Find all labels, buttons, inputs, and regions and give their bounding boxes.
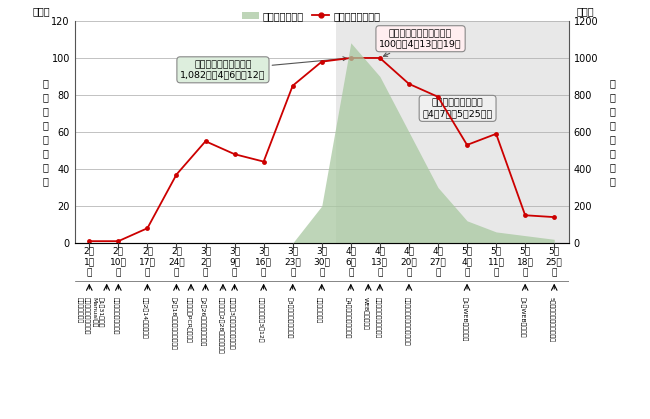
- Text: 雇員の健康管理: 雇員の健康管理: [316, 297, 322, 323]
- Text: （人）: （人）: [32, 7, 51, 16]
- Text: 3月
30日
～: 3月 30日 ～: [313, 246, 330, 277]
- Text: 5月
11日
～: 5月 11日 ～: [488, 246, 504, 277]
- Text: 看護師を他等へ研修開始: 看護師を他等へ研修開始: [374, 297, 380, 339]
- Text: 制限する3月３日の受診・就業: 制限する3月３日の受診・就業: [229, 297, 235, 350]
- Text: （人）: （人）: [576, 7, 594, 16]
- Text: マニュアル感染症対策の作成: マニュアル感染症対策の作成: [404, 297, 409, 346]
- Text: 3月
16日
～: 3月 16日 ～: [255, 246, 272, 277]
- Text: 合同説明会中止3月12日: 合同説明会中止3月12日: [258, 297, 264, 343]
- Text: 東京都感染者数が最多
1,082人、4月6日～12日: 東京都感染者数が最多 1,082人、4月6日～12日: [180, 57, 347, 80]
- Text: 4月
27日
～: 4月 27日 ～: [430, 246, 447, 277]
- Text: 第1回WEB採用試験: 第1回WEB採用試験: [519, 297, 525, 338]
- Text: インターン2月28日シップ中止: インターン2月28日シップ中止: [217, 297, 223, 354]
- Text: 5月
25日
～: 5月 25日 ～: [546, 246, 563, 277]
- Text: 4月
6日
～: 4月 6日 ～: [345, 246, 356, 277]
- Legend: 東京都発症者数, 発熱外来受診者数: 東京都発症者数, 発熱外来受診者数: [238, 7, 384, 25]
- Text: 院内感染のPCR検査開始: 院内感染のPCR検査開始: [185, 297, 191, 343]
- Text: 2月
24日
～: 2月 24日 ～: [168, 246, 185, 277]
- Text: 5月
18日
～: 5月 18日 ～: [517, 246, 534, 277]
- Text: 第2回18日東本部会議の開催: 第2回18日東本部会議の開催: [171, 297, 176, 350]
- Y-axis label: 発
熱
外
来
受
診
者
数: 発 熱 外 来 受 診 者 数: [43, 78, 49, 186]
- Text: 5月
4日
～: 5月 4日 ～: [462, 246, 473, 277]
- Text: 2月
10日
～: 2月 10日 ～: [110, 246, 127, 277]
- Text: 職員の国への渡航禁止: 職員の国への渡航禁止: [112, 297, 118, 335]
- Text: 第1回WEB就職説明会: 第1回WEB就職説明会: [462, 297, 467, 342]
- Text: 5月３０日発熱外来の中止: 5月３０日発熱外来の中止: [549, 297, 554, 342]
- Text: 第１回対応打ち合わせ
（同院の対応）: 第１回対応打ち合わせ （同院の対応）: [77, 297, 89, 335]
- Text: 第2回26日本部会議の開催: 第2回26日本部会議の開催: [200, 297, 205, 347]
- Text: 東京都緊急事態宣言
（4月7日～5月25日）: 東京都緊急事態宣言 （4月7日～5月25日）: [422, 99, 493, 118]
- Text: 暹1月31日対応
Manual作成: 暹1月31日対応 Manual作成: [92, 297, 104, 328]
- Text: 発熱外来受診者数が最多
100人、4月13日～19日: 発熱外来受診者数が最多 100人、4月13日～19日: [379, 29, 462, 56]
- Text: WEB講義の開始: WEB講義の開始: [363, 297, 369, 330]
- Text: 第4回東本部会議の開催: 第4回東本部会議の開催: [345, 297, 351, 339]
- Text: 2月
1日
～: 2月 1日 ～: [84, 246, 95, 277]
- Text: 2月
17日
～: 2月 17日 ～: [139, 246, 156, 277]
- Text: 第3回東本部会議の開催: 第3回東本部会議の開催: [287, 297, 292, 339]
- Text: 3月
2日
～: 3月 2日 ～: [200, 246, 211, 277]
- Y-axis label: 東
京
都
の
感
染
者
数: 東 京 都 の 感 染 者 数: [609, 78, 615, 186]
- Text: 4月
13日
～: 4月 13日 ～: [371, 246, 388, 277]
- Text: 発熱2月14日外来開始: 発熱2月14日外来開始: [142, 297, 148, 339]
- Text: 4月
20日
～: 4月 20日 ～: [400, 246, 417, 277]
- Bar: [336, 21, 569, 243]
- Text: 3月
23日
～: 3月 23日 ～: [284, 246, 301, 277]
- Text: 3月
9日
～: 3月 9日 ～: [229, 246, 240, 277]
